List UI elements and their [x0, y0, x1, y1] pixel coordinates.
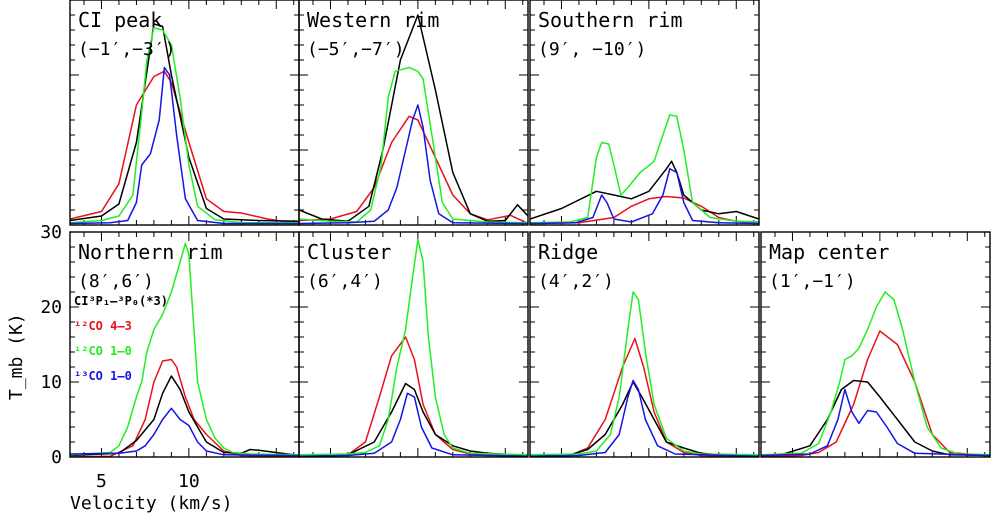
series-line-CI [530, 160, 759, 220]
lines-northern-rim [70, 242, 299, 457]
y-tick-label: 10 [40, 372, 62, 393]
lines-western-rim [299, 14, 528, 225]
panel-northern-rim: Northern rim (8′,6′) [69, 231, 300, 458]
legend-entry-C13O: ¹³CO 1–0 [74, 369, 132, 383]
series-line-C13O [530, 379, 759, 457]
series-line-C13O [299, 392, 528, 457]
series-line-CO10 [761, 291, 990, 456]
series-line-C13O [530, 168, 759, 225]
series-line-CO43 [530, 337, 759, 457]
panel-offset: (6′,4′) [307, 271, 383, 292]
series-line-CO43 [70, 70, 299, 225]
lines-map-center [761, 291, 990, 457]
series-line-CO43 [299, 115, 528, 225]
series-line-CI [70, 23, 299, 223]
panel-frame [298, 231, 529, 458]
series-line-CO43 [761, 330, 990, 457]
series-line-CO10 [299, 238, 528, 456]
legend-entry-CI: CI³P₁–³P₀(*3) [74, 294, 168, 308]
x-tick-label: 10 [178, 471, 200, 492]
panel-frame [529, 0, 760, 226]
panel-title: Southern rim [538, 8, 683, 32]
panel-western-rim: Western rim (−5′,−7′) [298, 0, 529, 226]
panel-cluster: Cluster (6′,4′) [298, 231, 529, 458]
lines-cluster [299, 238, 528, 457]
series-line-CO43 [299, 336, 528, 457]
panel-title: Western rim [307, 8, 439, 32]
series-line-CI [70, 375, 299, 457]
legend-entry-CO43: ¹²CO 4–3 [74, 319, 132, 333]
panel-offset: (9′, −10′) [538, 39, 646, 60]
lines-ci-peak [70, 23, 299, 225]
panel-grid: CI peak (−1′,−3′) Western rim (−5′,−7′) Sout… [69, 0, 991, 458]
y-tick-label: 20 [40, 297, 62, 318]
panel-frame [298, 0, 529, 226]
panel-ridge: Ridge (4′,2′) [529, 231, 760, 458]
series-line-C13O [761, 388, 990, 457]
panel-offset: (1′,−1′) [769, 271, 856, 292]
series-line-CO10 [70, 242, 299, 456]
legend: CI³P₁–³P₀(*3) ¹²CO 4–3 ¹²CO 1–0 ¹³CO 1–0 [74, 294, 168, 383]
lines-ridge [530, 291, 759, 457]
series-line-CO10 [299, 66, 528, 224]
panel-title: Northern rim [78, 240, 223, 264]
series-line-CI [530, 381, 759, 457]
ticks-western-rim [299, 0, 528, 226]
panel-ci-peak: CI peak (−1′,−3′) [69, 0, 300, 226]
series-line-CO43 [530, 195, 759, 225]
series-line-CI [761, 379, 990, 457]
x-axis-label: Velocity (km/s) [70, 493, 233, 514]
ticks-southern-rim [530, 0, 759, 226]
series-line-C13O [70, 407, 299, 457]
panel-title: Cluster [307, 240, 391, 264]
x-tick-label: 5 [96, 471, 107, 492]
y-tick-label: 0 [51, 447, 62, 468]
panel-southern-rim: Southern rim (9′, −10′) [529, 0, 760, 226]
series-line-CO10 [530, 114, 759, 224]
series-line-C13O [299, 104, 528, 225]
series-line-CO10 [70, 27, 299, 224]
ticks-ci-peak [70, 0, 299, 226]
panel-offset: (8′,6′) [78, 271, 154, 292]
y-tick-label: 30 [40, 222, 62, 243]
panel-offset: (4′,2′) [538, 271, 614, 292]
panel-frame [529, 231, 760, 458]
panel-title: Ridge [538, 240, 598, 264]
series-line-CO10 [530, 291, 759, 456]
series-line-C13O [70, 66, 299, 225]
panel-frame [760, 231, 991, 458]
panel-title: CI peak [78, 8, 162, 32]
series-line-CI [299, 14, 528, 223]
panel-offset: (−5′,−7′) [307, 39, 405, 60]
series-line-CI [299, 382, 528, 457]
legend-entry-CO10: ¹²CO 1–0 [74, 344, 132, 358]
y-axis-label: T_mb (K) [6, 313, 27, 400]
panel-title: Map center [769, 240, 889, 264]
ticks-map-center [761, 231, 990, 458]
panel-map-center: Map center (1′,−1′) [760, 231, 991, 458]
panel-offset: (−1′,−3′) [78, 39, 176, 60]
lines-southern-rim [530, 114, 759, 225]
